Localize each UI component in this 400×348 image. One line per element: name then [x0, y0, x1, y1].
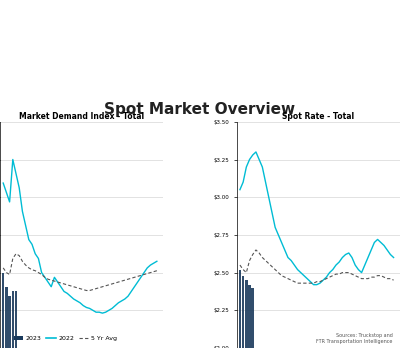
Text: ▬▬: ▬▬	[14, 14, 33, 24]
Bar	[252, 288, 254, 348]
Legend: 2023, 2022, 5 Yr Avg: 2023, 2022, 5 Yr Avg	[11, 333, 120, 343]
Title: Spot Rate - Total: Spot Rate - Total	[282, 112, 354, 121]
Bar	[15, 292, 17, 348]
Text: +2.0%: +2.0%	[270, 7, 315, 19]
Bar	[248, 285, 251, 348]
Text: ↘: ↘	[362, 46, 372, 59]
Text: 🚚: 🚚	[224, 14, 230, 24]
Bar	[242, 276, 244, 348]
Text: Demand (Loads): Demand (Loads)	[53, 25, 124, 34]
Text: $: $	[224, 53, 230, 63]
Text: ↗: ↗	[362, 7, 372, 19]
Text: -5.4%: -5.4%	[68, 46, 108, 59]
Bar	[8, 296, 11, 348]
Bar	[245, 280, 248, 348]
Text: ↘: ↘	[158, 46, 168, 59]
Text: Supply (Trucks): Supply (Trucks)	[258, 25, 326, 34]
Bar	[239, 270, 241, 348]
Text: Market Pressure: Market Pressure	[52, 64, 124, 73]
Text: Sources: Truckstop and
FTR Transportation Intelligence: Sources: Truckstop and FTR Transportatio…	[316, 333, 392, 344]
Bar	[2, 272, 4, 348]
Title: Market Demand Index - Total: Market Demand Index - Total	[19, 112, 144, 121]
Text: .il: .il	[19, 53, 28, 63]
Text: -3.5%: -3.5%	[68, 7, 108, 19]
Text: ↘: ↘	[158, 7, 168, 19]
Text: -0.1%: -0.1%	[272, 46, 312, 59]
Bar	[12, 292, 14, 348]
Bar	[5, 287, 8, 348]
Text: Spot Market Overview: Spot Market Overview	[104, 102, 296, 117]
Text: Spot Rates: Spot Rates	[269, 64, 316, 73]
